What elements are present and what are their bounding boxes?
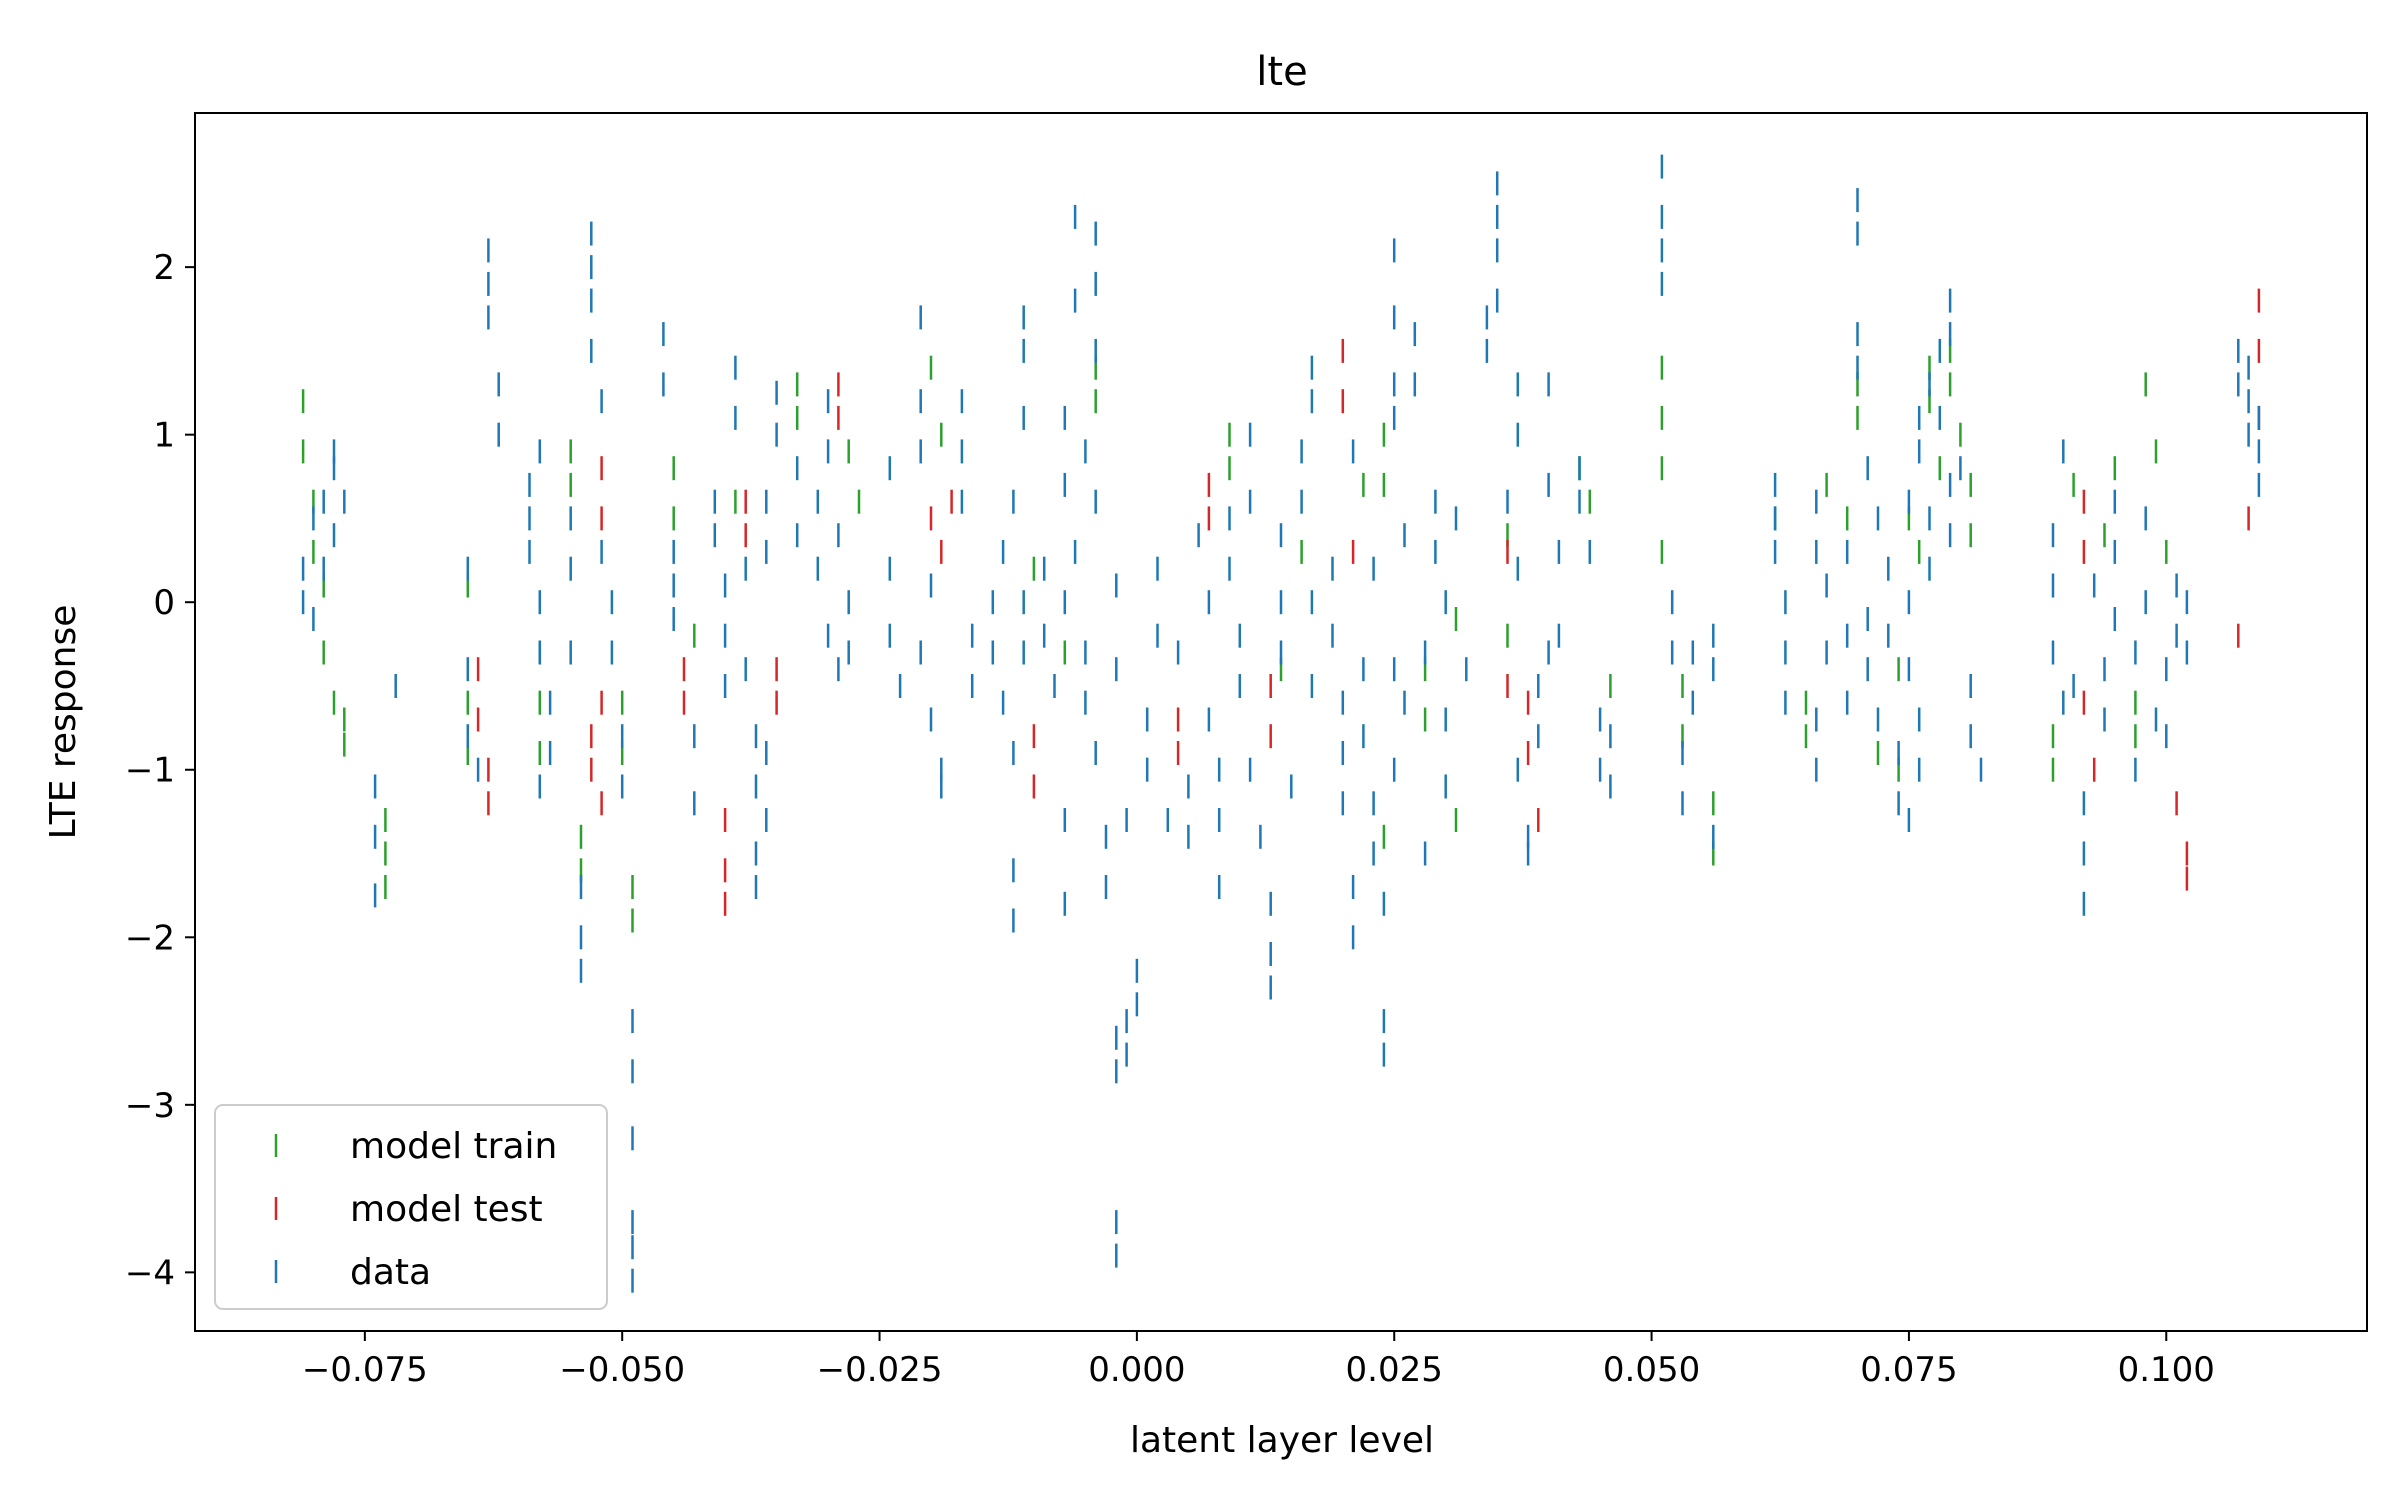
y-axis-label: LTE response [43,605,84,840]
x-axis-label: latent layer level [1130,1420,1434,1461]
y-tick-label: 2 [153,248,175,288]
y-tick-label: −2 [125,918,175,958]
x-tick-label: −0.050 [559,1350,685,1390]
x-tick-label: 0.000 [1088,1350,1185,1390]
y-tick-label: −4 [125,1253,175,1293]
legend-label-model-train: model train [350,1126,557,1167]
y-tick-label: 1 [153,416,175,456]
plot-frame [194,112,2368,1332]
y-axis-ticks: −4 −3 −2 −1 0 1 2 [125,248,195,1293]
x-tick-label: 0.075 [1860,1350,1957,1390]
legend-label-data: data [350,1252,431,1293]
series-data [301,154,2261,1293]
plot-marks [301,154,2261,1293]
x-tick-label: 0.050 [1603,1350,1700,1390]
legend-label-model-test: model test [350,1189,543,1230]
y-tick-label: −1 [125,751,175,791]
y-tick-label: 0 [153,583,175,623]
legend: model train model test data [214,1104,608,1310]
x-tick-label: 0.100 [2118,1350,2215,1390]
x-tick-label: 0.025 [1346,1350,1443,1390]
series-model-train [301,338,2168,933]
chart-title: lte [1256,49,1307,95]
x-tick-label: −0.075 [302,1350,428,1390]
legend-frame [214,1104,608,1310]
y-tick-label: −3 [125,1086,175,1126]
x-tick-label: −0.025 [817,1350,943,1390]
x-axis-ticks: −0.075 −0.050 −0.025 0.000 0.025 0.050 0.075 0.… [302,1331,2215,1390]
series-model-test [476,288,2261,916]
